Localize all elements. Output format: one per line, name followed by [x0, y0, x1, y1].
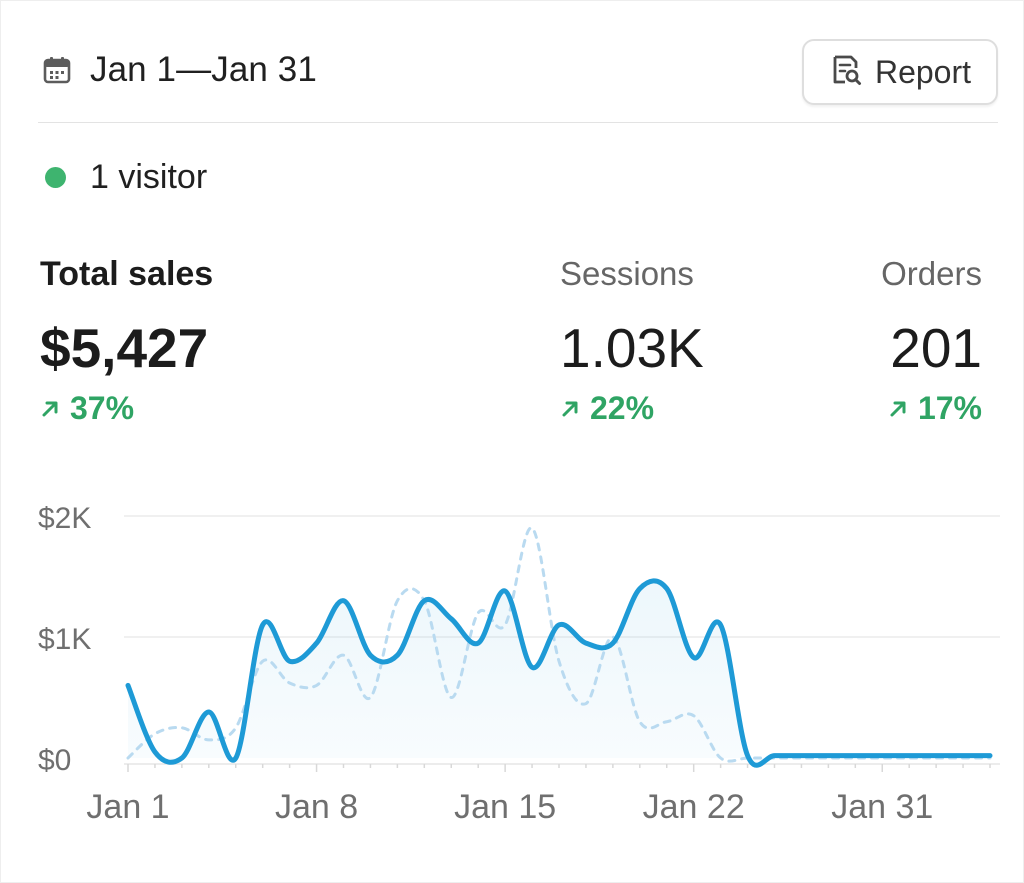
x-tick-label: Jan 22	[643, 788, 745, 826]
date-range-label: Jan 1—Jan 31	[90, 50, 317, 89]
series-total-sales-area	[128, 580, 990, 766]
report-button-label: Report	[874, 53, 972, 90]
metric-label: Total sales	[40, 255, 214, 293]
card-header: Jan 1—Jan 31 Report	[38, 38, 998, 123]
trend-up-icon	[560, 390, 580, 427]
x-tick-label: Jan 31	[831, 788, 933, 826]
metric-value: 1.03K	[560, 317, 704, 379]
metric-change-value: 22%	[590, 390, 655, 426]
metric-sessions[interactable]: Sessions 1.03K 22%	[560, 252, 704, 427]
sales-chart[interactable]: $0 $1K $2K Jan 1 Jan 8 Jan 15 Jan 22 Jan 31	[0, 480, 1024, 883]
live-status-dot	[45, 167, 66, 188]
report-button[interactable]: Report	[802, 39, 998, 105]
trend-up-icon	[40, 390, 60, 427]
y-tick-label: $0	[38, 744, 71, 777]
metric-orders[interactable]: Orders 201 17%	[881, 252, 982, 427]
metric-label: Sessions	[560, 255, 694, 292]
trend-up-icon	[888, 390, 908, 427]
sales-chart-svg: $0 $1K $2K Jan 1 Jan 8 Jan 15 Jan 22 Jan 31	[38, 502, 1000, 826]
metric-change: 17%	[881, 390, 982, 427]
metric-value: 201	[890, 317, 982, 379]
metric-change-value: 17%	[917, 390, 982, 426]
x-tick-label: Jan 8	[275, 788, 358, 826]
series-total-sales-line[interactable]	[125, 578, 993, 768]
metric-value: $5,427	[40, 317, 209, 379]
live-visitors: 1 visitor	[45, 158, 207, 197]
metric-total-sales[interactable]: Total sales $5,427 37%	[40, 252, 213, 427]
metric-change-value: 37%	[70, 390, 135, 426]
x-tick-label: Jan 15	[454, 788, 556, 826]
metric-label: Orders	[881, 255, 982, 292]
date-range-picker[interactable]: Jan 1—Jan 31	[42, 50, 317, 90]
x-tick-label: Jan 1	[86, 788, 169, 826]
metric-change: 37%	[40, 390, 213, 427]
live-visitors-count: 1 visitor	[90, 158, 208, 196]
metric-change: 22%	[560, 390, 704, 427]
report-icon	[829, 53, 863, 92]
y-tick-label: $2K	[38, 502, 91, 535]
y-tick-label: $1K	[38, 623, 91, 656]
calendar-icon	[42, 55, 72, 85]
